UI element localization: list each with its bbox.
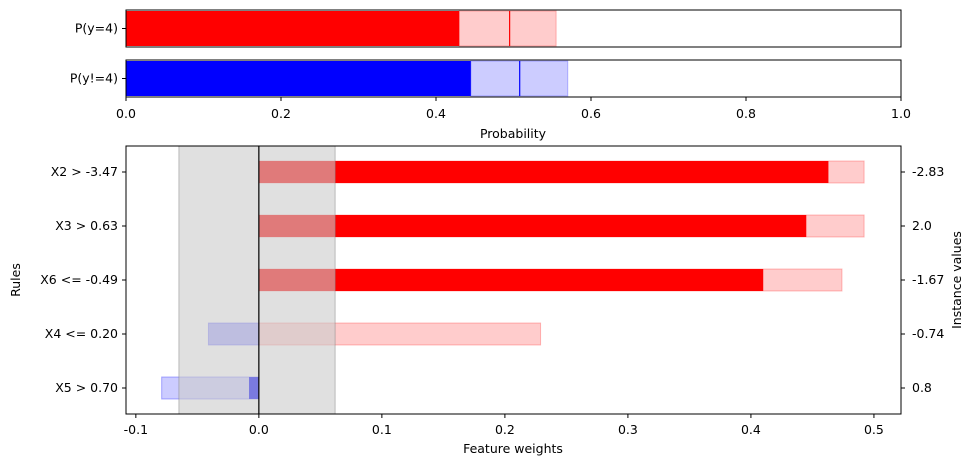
feature-weights-panel: X2 > -3.47 -2.83 X3 > 0.63 2.0 X6 <= -0.49 -1… xyxy=(40,145,944,415)
probability-bar xyxy=(126,61,471,96)
instance-value-label: -1.67 xyxy=(912,272,944,287)
weights-x-tick-label: 0.4 xyxy=(741,422,761,437)
weight-bar xyxy=(258,161,829,183)
rule-label: X5 > 0.70 xyxy=(55,380,118,395)
weight-bar xyxy=(258,215,807,237)
probability-interval-bar xyxy=(458,10,557,47)
instance-value-label: 0.8 xyxy=(912,380,932,395)
probability-bar-label: P(y!=4) xyxy=(70,71,118,86)
uncertainty-band xyxy=(178,145,336,415)
probability-x-axis: 0.0 0.2 0.4 0.6 0.8 1.0 xyxy=(116,97,911,121)
probability-x-label: Probability xyxy=(480,126,547,141)
probability-x-tick-label: 1.0 xyxy=(891,106,911,121)
probability-bar xyxy=(126,11,460,46)
probability-x-tick-label: 0.0 xyxy=(116,106,136,121)
probability-panel: P(y=4) P(y!=4) xyxy=(70,9,902,98)
weights-frame xyxy=(125,145,902,415)
instance-value-label: 2.0 xyxy=(912,218,932,233)
probability-x-tick-label: 0.4 xyxy=(426,106,446,121)
rule-label: X6 <= -0.49 xyxy=(40,272,118,287)
probability-bar-label: P(y=4) xyxy=(75,21,118,36)
rule-label: X3 > 0.63 xyxy=(55,218,118,233)
weights-x-tick-label: 0.5 xyxy=(864,422,884,437)
rule-label: X2 > -3.47 xyxy=(51,164,118,179)
probability-x-tick-label: 0.8 xyxy=(736,106,756,121)
weights-x-tick-label: 0.0 xyxy=(249,422,269,437)
probability-x-tick-label: 0.2 xyxy=(271,106,291,121)
feature-weights-x-axis: -0.1 0.0 0.1 0.2 0.3 0.4 0.5 xyxy=(124,414,884,437)
weight-bar xyxy=(258,269,764,291)
instance-value-label: -0.74 xyxy=(912,326,944,341)
instance-value-label: -2.83 xyxy=(912,164,944,179)
rule-label: X4 <= 0.20 xyxy=(45,326,118,341)
weights-x-tick-label: 0.2 xyxy=(495,422,515,437)
probability-x-tick-label: 0.6 xyxy=(581,106,601,121)
weights-x-tick-label: 0.1 xyxy=(372,422,392,437)
weights-x-tick-label: 0.3 xyxy=(618,422,638,437)
instance-values-y-label: Instance values xyxy=(949,231,964,329)
rules-y-label: Rules xyxy=(8,263,23,297)
weights-x-tick-label: -0.1 xyxy=(124,422,148,437)
feature-weights-x-label: Feature weights xyxy=(463,441,563,456)
